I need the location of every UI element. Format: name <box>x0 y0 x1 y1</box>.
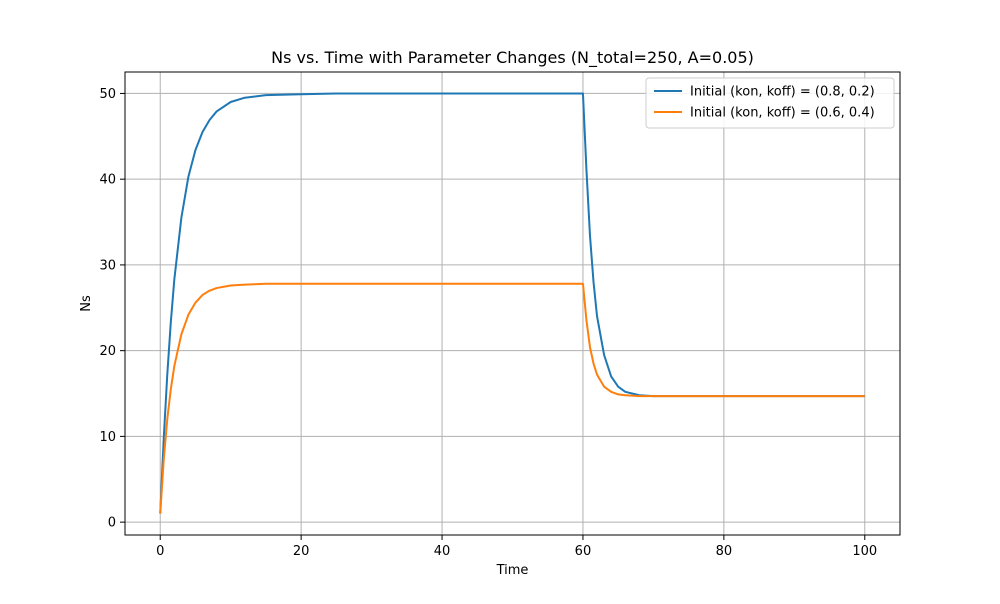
series-line-1 <box>159 92 865 514</box>
y-tick-label: 30 <box>99 258 116 273</box>
legend-label-2: Initial (kon, koff) = (0.6, 0.4) <box>690 106 875 121</box>
y-tick-label: 0 <box>108 516 116 531</box>
legend-label-1: Initial (kon, koff) = (0.8, 0.2) <box>690 85 875 100</box>
series-group <box>159 92 865 514</box>
y-tick-label: 50 <box>99 87 116 102</box>
x-tick-label: 80 <box>716 544 733 559</box>
grid <box>125 72 900 535</box>
y-tick-label: 40 <box>99 173 116 188</box>
x-tick-label: 60 <box>575 544 592 559</box>
axes-frame <box>124 71 901 536</box>
x-tick-label: 0 <box>156 544 164 559</box>
chart-title: Ns vs. Time with Parameter Changes (N_to… <box>271 48 754 68</box>
x-tick-label: 100 <box>852 544 877 559</box>
legend-box <box>645 77 895 129</box>
legend: Initial (kon, koff) = (0.8, 0.2) Initial … <box>645 77 895 129</box>
x-tick-label: 40 <box>434 544 451 559</box>
x-tick-label: 20 <box>293 544 310 559</box>
x-axis-label: Time <box>496 563 529 578</box>
y-tick-label: 20 <box>99 344 116 359</box>
y-tick-label: 10 <box>99 430 116 445</box>
series-line-2 <box>159 282 865 514</box>
ticks: 0 20 40 60 80 100 0 10 20 30 40 50 <box>99 87 877 559</box>
y-axis-label: Ns <box>79 295 94 312</box>
